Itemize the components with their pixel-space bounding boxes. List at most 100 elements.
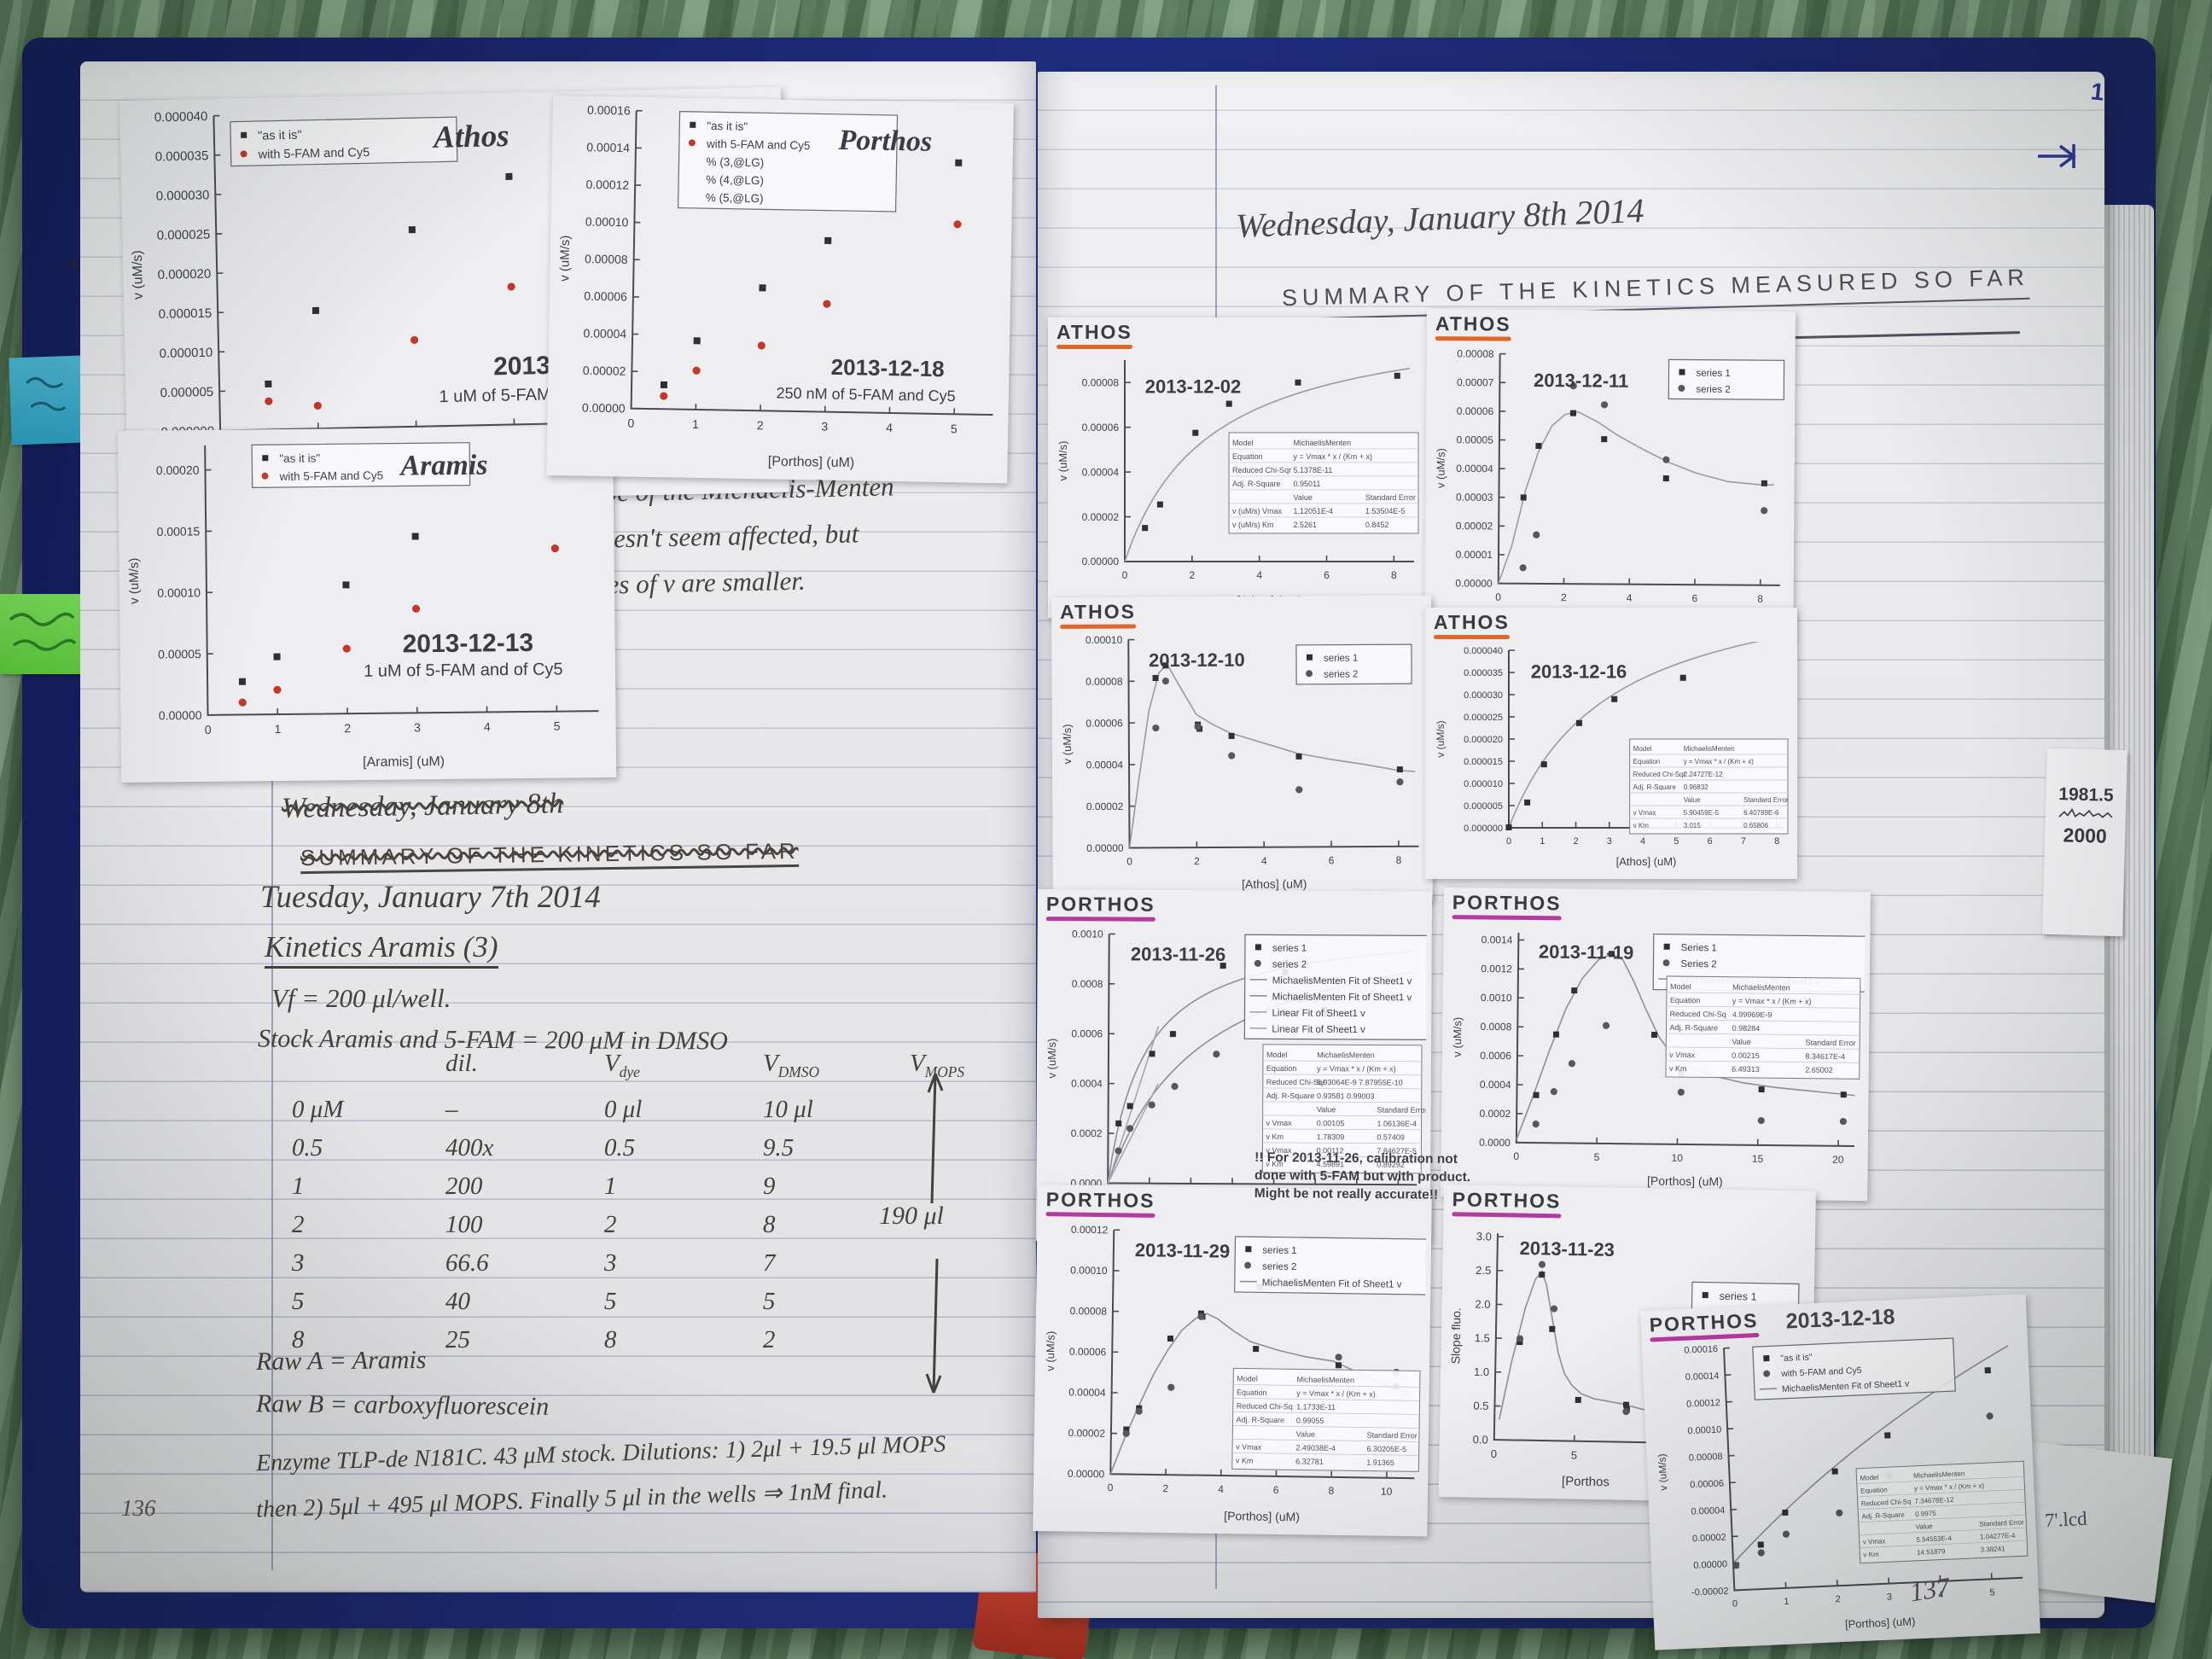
table-header: VDMSO bbox=[763, 1050, 820, 1080]
svg-text:[Porthos] (uM): [Porthos] (uM) bbox=[768, 454, 855, 470]
svg-text:MichaelisMenten: MichaelisMenten bbox=[1294, 439, 1352, 447]
sheet-label-porthos: PORTHOS bbox=[1452, 891, 1562, 921]
svg-text:2013-12-02: 2013-12-02 bbox=[1145, 376, 1242, 398]
svg-text:series 2: series 2 bbox=[1696, 385, 1730, 395]
svg-text:3: 3 bbox=[821, 420, 828, 434]
svg-text:1: 1 bbox=[1540, 836, 1545, 847]
protein-label: ATHOS bbox=[1435, 312, 1511, 335]
sheet-athos-1202: ATHOS 0.00000 0.00002 0.00004 0.00006 0.00008… bbox=[1048, 317, 1428, 618]
tab-scribble-icon bbox=[9, 612, 77, 651]
svg-text:y = Vmax * x / (Km + x): y = Vmax * x / (Km + x) bbox=[1317, 1064, 1396, 1073]
svg-text:1: 1 bbox=[692, 417, 699, 431]
svg-text:0.00014: 0.00014 bbox=[1685, 1371, 1719, 1382]
svg-text:0.00003: 0.00003 bbox=[1456, 492, 1493, 504]
svg-text:10: 10 bbox=[1672, 1152, 1684, 1164]
svg-text:0.00001: 0.00001 bbox=[1456, 549, 1493, 561]
svg-text:v Vmax: v Vmax bbox=[1863, 1537, 1886, 1545]
svg-text:"as it is": "as it is" bbox=[1780, 1352, 1813, 1364]
svg-text:0.65806: 0.65806 bbox=[1743, 822, 1768, 830]
svg-text:[Porthos: [Porthos bbox=[1562, 1474, 1610, 1489]
svg-text:0.0004: 0.0004 bbox=[1480, 1079, 1511, 1091]
svg-text:0.00002: 0.00002 bbox=[1456, 520, 1493, 532]
svg-text:0.99055: 0.99055 bbox=[1296, 1416, 1324, 1424]
svg-text:1: 1 bbox=[1784, 1597, 1790, 1607]
svg-text:Linear Fit of Sheet1 v: Linear Fit of Sheet1 v bbox=[1272, 1024, 1365, 1035]
svg-text:14.51879: 14.51879 bbox=[1917, 1547, 1946, 1556]
svg-text:with 5-FAM and Cy5: with 5-FAM and Cy5 bbox=[278, 469, 383, 483]
svg-text:v Vmax: v Vmax bbox=[1236, 1442, 1262, 1451]
svg-text:1.0: 1.0 bbox=[1474, 1365, 1489, 1378]
table-cell: 8 bbox=[762, 1210, 776, 1239]
svg-text:Equation: Equation bbox=[1237, 1388, 1267, 1396]
svg-text:5.90459E-5: 5.90459E-5 bbox=[1684, 809, 1720, 817]
svg-text:2.0: 2.0 bbox=[1475, 1298, 1490, 1311]
svg-text:Value: Value bbox=[1732, 1038, 1750, 1046]
svg-text:0.00004: 0.00004 bbox=[1691, 1505, 1725, 1517]
sheet-label-porthos: PORTHOS bbox=[1649, 1309, 1760, 1342]
svg-text:Reduced Chi-Sq: Reduced Chi-Sq bbox=[1237, 1401, 1293, 1411]
svg-text:4: 4 bbox=[1261, 855, 1267, 867]
protein-label: PORTHOS bbox=[1045, 1188, 1155, 1212]
svg-text:0.00006: 0.00006 bbox=[1086, 717, 1123, 729]
svg-text:1.53504E-5: 1.53504E-5 bbox=[1365, 507, 1406, 515]
svg-text:series 1: series 1 bbox=[1272, 944, 1307, 954]
svg-text:Equation: Equation bbox=[1232, 452, 1263, 461]
svg-text:"as it is": "as it is" bbox=[258, 129, 302, 143]
svg-text:series 2: series 2 bbox=[1262, 1261, 1296, 1272]
svg-text:v Vmax: v Vmax bbox=[1633, 809, 1656, 817]
svg-text:0.0008: 0.0008 bbox=[1481, 1021, 1512, 1033]
svg-text:MichaelisMenten: MichaelisMenten bbox=[1913, 1470, 1965, 1480]
svg-text:10: 10 bbox=[1381, 1486, 1393, 1498]
svg-text:0.00008: 0.00008 bbox=[585, 252, 628, 266]
svg-text:2013-12-10: 2013-12-10 bbox=[1149, 649, 1245, 672]
svg-text:0.00010: 0.00010 bbox=[1687, 1425, 1721, 1437]
protein-label: PORTHOS bbox=[1452, 891, 1562, 915]
svg-text:4: 4 bbox=[886, 421, 893, 434]
svg-text:v (uM/s): v (uM/s) bbox=[1057, 441, 1069, 481]
svg-text:0.000035: 0.000035 bbox=[1464, 668, 1503, 678]
svg-text:0.93581 0.99003: 0.93581 0.99003 bbox=[1317, 1091, 1375, 1100]
svg-text:0.00010: 0.00010 bbox=[1070, 1264, 1108, 1277]
svg-text:0.00000: 0.00000 bbox=[1455, 577, 1493, 589]
sheet-aramis-1213: 0.00000 0.00005 0.00010 0.00015 0.00020 0 1 2 3 4… bbox=[118, 425, 617, 783]
chart-athos-1210: 0.00000 0.00002 0.00004 0.00006 0.00008 0.000… bbox=[1061, 634, 1419, 891]
svg-text:v (uM/s): v (uM/s) bbox=[1435, 720, 1447, 757]
svg-text:0.00004: 0.00004 bbox=[583, 326, 626, 341]
svg-text:0.00008: 0.00008 bbox=[1086, 676, 1123, 688]
svg-text:4: 4 bbox=[1640, 836, 1645, 847]
svg-text:MichaelisMenten Fit of Sheet1: MichaelisMenten Fit of Sheet1 v bbox=[1272, 976, 1412, 987]
svg-text:0.5: 0.5 bbox=[1473, 1400, 1488, 1412]
chart-aramis-1213: 0.00000 0.00005 0.00010 0.00015 0.00020 0 1 2 3 4… bbox=[127, 442, 599, 770]
svg-text:5.1378E-11: 5.1378E-11 bbox=[1294, 466, 1333, 474]
svg-text:v Km: v Km bbox=[1633, 822, 1650, 830]
svg-text:0.00006: 0.00006 bbox=[584, 289, 627, 304]
svg-text:0: 0 bbox=[627, 416, 634, 430]
svg-text:Standard Error: Standard Error bbox=[1365, 493, 1416, 502]
svg-text:1.12051E-4: 1.12051E-4 bbox=[1294, 507, 1334, 515]
svg-text:2: 2 bbox=[1189, 569, 1195, 581]
svg-text:0.0002: 0.0002 bbox=[1071, 1127, 1103, 1139]
svg-text:0.000035: 0.000035 bbox=[155, 148, 209, 164]
sheet-label-athos: ATHOS bbox=[1435, 312, 1511, 341]
svg-text:Series 1: Series 1 bbox=[1681, 943, 1717, 953]
svg-text:series 1: series 1 bbox=[1720, 1290, 1757, 1303]
svg-text:2.65002: 2.65002 bbox=[1805, 1066, 1833, 1074]
chart-athos-1216R: 0.000000 0.000005 0.000010 0.000015 0.000020… bbox=[1435, 642, 1789, 868]
svg-text:0.000005: 0.000005 bbox=[160, 385, 213, 400]
corner-note: 7'.lcd bbox=[2044, 1507, 2088, 1532]
svg-text:8.34617E-4: 8.34617E-4 bbox=[1805, 1052, 1845, 1061]
chart-athos-1202: 0.00000 0.00002 0.00004 0.00006 0.00008 0 2 4 6 8… bbox=[1057, 360, 1419, 607]
table-cell: 7 bbox=[762, 1249, 776, 1278]
svg-text:0.0010: 0.0010 bbox=[1481, 992, 1512, 1004]
table-cell: 0.5 bbox=[603, 1133, 636, 1162]
svg-text:2.5: 2.5 bbox=[1476, 1264, 1491, 1277]
table-cell: 9 bbox=[762, 1172, 776, 1201]
svg-text:v (uM/s) Vmax: v (uM/s) Vmax bbox=[1232, 507, 1283, 515]
svg-text:2: 2 bbox=[757, 418, 764, 432]
svg-text:0.0014: 0.0014 bbox=[1481, 934, 1513, 946]
table-header: Vdye bbox=[604, 1050, 640, 1080]
svg-text:15: 15 bbox=[1752, 1153, 1764, 1165]
margin-line-left-page bbox=[271, 119, 273, 1570]
svg-text:Model: Model bbox=[1266, 1051, 1288, 1059]
tab-scribble-icon bbox=[26, 376, 67, 411]
